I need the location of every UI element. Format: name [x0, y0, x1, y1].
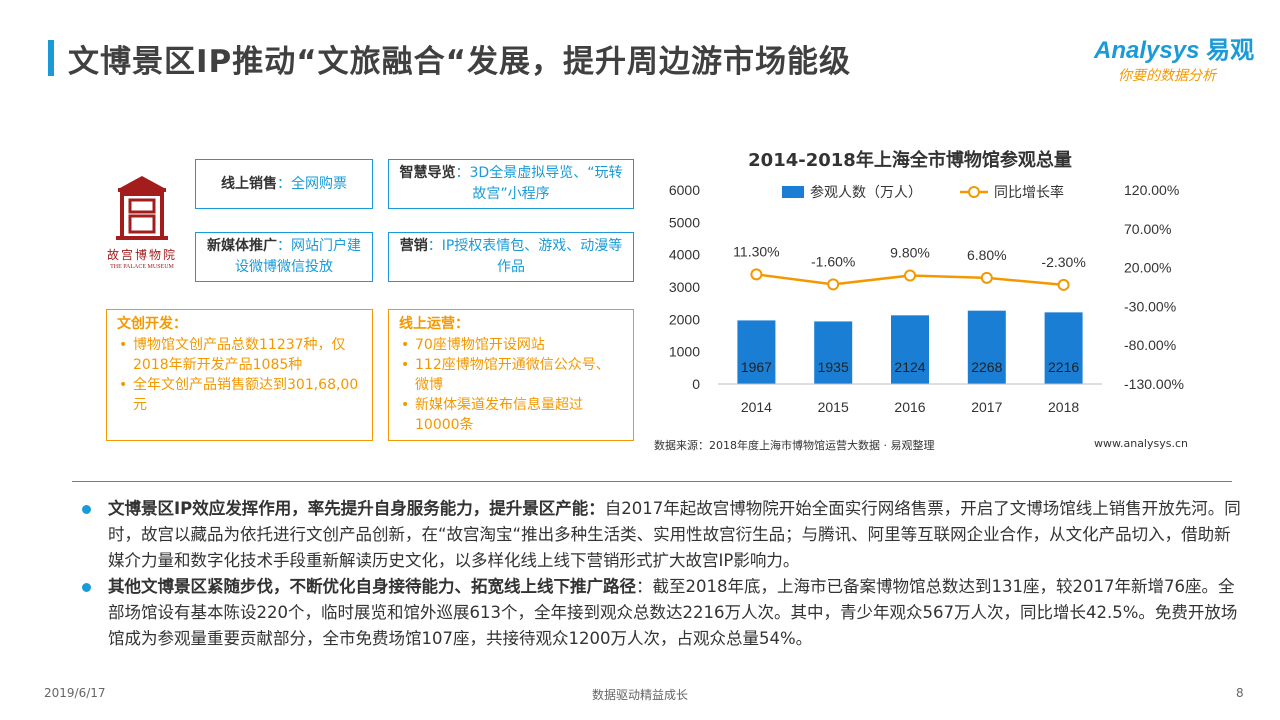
- x-tick-label: 2018: [1048, 399, 1079, 415]
- operations-item: 70座博物馆开设网站: [399, 335, 623, 355]
- bar: [737, 320, 776, 384]
- x-tick-label: 2016: [894, 399, 925, 415]
- paragraph-other-sites: 其他文博景区紧随步伐，不断优化自身接待能力、拓宽线上线下推广路径：截至2018年…: [82, 574, 1242, 652]
- paragraph-ip-effect: 文博景区IP效应发挥作用，率先提升自身服务能力，提升景区产能：自2017年起故宫…: [82, 496, 1242, 574]
- bar-value-label: 2268: [971, 359, 1002, 375]
- paragraph-body: 自2017年起故宫博物院开始全面实行网络售票，开启了文博场馆线上销售开放先河。同…: [108, 499, 1241, 570]
- creative-title: 文创开发：: [117, 316, 187, 332]
- growth-rate-point: [904, 269, 916, 282]
- bar-value-label: 1967: [741, 359, 772, 375]
- logo-brand: nalysys: [1111, 37, 1200, 64]
- analysys-logo: Analysys 易观 你要的数据分析: [1094, 30, 1264, 85]
- new-media-box: 新媒体推广：网站门户建设微博微信投放: [195, 232, 373, 282]
- y-left-tick-label: 4000: [669, 247, 700, 263]
- online-sales-text: ：全网购票: [277, 175, 347, 192]
- y-right-tick-label: 70.00%: [1124, 221, 1171, 237]
- new-media-text: ：网站门户建设微博微信投放: [235, 238, 361, 275]
- legend-bar-label: 参观人数（万人）: [810, 184, 922, 201]
- bullet-dot: [82, 583, 91, 592]
- page-number: 8: [1236, 686, 1244, 700]
- operations-box: 线上运营： 70座博物馆开设网站 112座博物馆开通微信公众号、微博 新媒体渠道…: [388, 309, 634, 441]
- y-left-tick-label: 1000: [669, 344, 700, 360]
- growth-rate-label: 11.30%: [733, 243, 779, 259]
- growth-rate-point: [750, 268, 763, 281]
- growth-rate-label: 9.80%: [890, 245, 930, 261]
- x-tick-label: 2015: [818, 399, 849, 415]
- bar: [967, 310, 1006, 384]
- y-left-tick-label: 2000: [669, 311, 700, 327]
- legend-bar-swatch: [782, 186, 804, 198]
- bar-value-label: 2216: [1048, 359, 1079, 375]
- y-right-tick-label: 120.00%: [1124, 182, 1179, 198]
- legend-line-marker: [968, 186, 980, 198]
- bar: [814, 321, 853, 384]
- bullet-dot: [82, 505, 91, 514]
- smart-guide-box: 智慧导览：3D全景虚拟导览、“玩转故宫”小程序: [388, 159, 634, 209]
- operations-item: 112座博物馆开通微信公众号、微博: [399, 355, 623, 395]
- growth-rate-point: [1057, 278, 1070, 291]
- y-left-tick-label: 5000: [669, 214, 700, 230]
- bar-value-label: 1935: [818, 359, 849, 375]
- logo-a-mark: A: [1094, 37, 1112, 64]
- x-tick-label: 2014: [741, 399, 772, 415]
- title-accent-bar: [48, 40, 54, 76]
- paragraph-lead: 文博景区IP效应发挥作用，率先提升自身服务能力，提升景区产能：: [108, 499, 605, 518]
- growth-rate-label: 6.80%: [967, 247, 1007, 263]
- growth-rate-point: [980, 271, 993, 284]
- y-left-tick-label: 0: [692, 376, 700, 392]
- visitor-chart: 0 1000 2000 3000 4000 5000 6000 -130.00% -80.00%…: [669, 182, 1184, 415]
- paragraph-body: ：截至2018年底，上海市已备案博物馆总数达到131座，较2017年新增76座。…: [108, 577, 1238, 648]
- paragraph-lead: 其他文博景区紧随步伐，不断优化自身接待能力、拓宽线上线下推广路径: [108, 577, 636, 596]
- logo-tagline: 你要的数据分析: [1118, 68, 1216, 84]
- y-right-tick-label: -30.00%: [1124, 298, 1176, 314]
- smart-guide-label: 智慧导览: [399, 165, 456, 181]
- creative-item: 全年文创产品销售额达到301,68,00元: [117, 375, 362, 415]
- y-left-tick-label: 3000: [669, 279, 700, 295]
- bar: [891, 315, 929, 384]
- page-title: 文博景区IP推动“文旅融合“发展，提升周边游市场能级: [68, 44, 852, 80]
- growth-rate-label: -1.60%: [811, 253, 855, 269]
- palace-gate-icon: [116, 176, 168, 240]
- museum-name-en: THE PALACE MUSEUM: [110, 264, 174, 270]
- chart-title: 2014-2018年上海全市博物馆参观总量: [748, 150, 1072, 171]
- legend-line-label: 同比增长率: [994, 184, 1064, 201]
- bar-value-label: 2124: [894, 359, 925, 375]
- creative-box: 文创开发： 博物馆文创产品总数11237种，仅2018年新开发产品1085种 全…: [106, 309, 373, 441]
- y-right-tick-label: -80.00%: [1124, 337, 1176, 353]
- growth-rate-point: [827, 278, 840, 291]
- bar: [1044, 312, 1083, 384]
- new-media-label: 新媒体推广: [207, 238, 277, 254]
- smart-guide-text: ：3D全景虚拟导览、“玩转故宫”小程序: [455, 165, 623, 202]
- y-left-tick-label: 6000: [669, 182, 700, 198]
- logo-cn: 易观: [1206, 36, 1255, 64]
- museum-name-cn: 故宫博物院: [106, 248, 177, 262]
- section-divider: [72, 481, 1232, 482]
- x-tick-label: 2017: [971, 399, 1002, 415]
- marketing-box: 营销：IP授权表情包、游戏、动漫等作品: [388, 232, 634, 282]
- operations-item: 新媒体渠道发布信息量超过10000条: [399, 395, 623, 435]
- footer-date: 2019/6/17: [44, 686, 106, 700]
- website-url: www.analysys.cn: [1094, 437, 1188, 450]
- marketing-text: ：IP授权表情包、游戏、动漫等作品: [427, 238, 623, 275]
- palace-museum-logo: 故宫博物院 THE PALACE MUSEUM: [96, 172, 188, 270]
- growth-rate-label: -2.30%: [1041, 254, 1085, 270]
- online-sales-label: 线上销售: [221, 175, 277, 192]
- operations-title: 线上运营：: [399, 316, 469, 332]
- y-right-tick-label: -130.00%: [1124, 376, 1184, 392]
- marketing-label: 营销: [399, 238, 428, 254]
- chart-source: 数据来源：2018年度上海市博物馆运营大数据 · 易观整理: [654, 439, 935, 452]
- y-right-tick-label: 20.00%: [1124, 260, 1171, 276]
- online-sales-box: 线上销售：全网购票: [195, 159, 373, 209]
- creative-item: 博物馆文创产品总数11237种，仅2018年新开发产品1085种: [117, 335, 362, 375]
- footer-slogan: 数据驱动精益成长: [591, 688, 688, 702]
